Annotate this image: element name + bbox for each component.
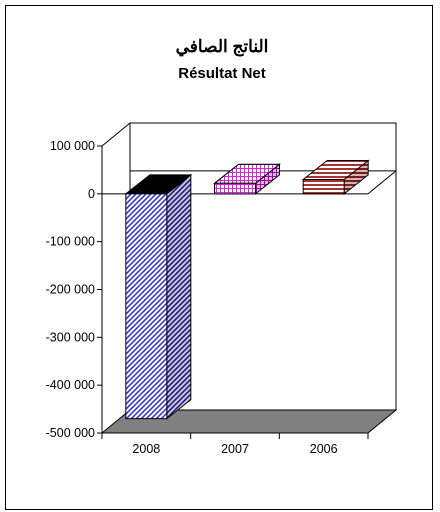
x-axis-depth <box>367 170 397 195</box>
chart-subtitle: Résultat Net <box>178 65 266 82</box>
x-tick-label: 2006 <box>310 442 338 456</box>
y-tick-label: 100 000 <box>50 139 95 153</box>
x-tick-label: 2008 <box>132 442 160 456</box>
plot-area: 100 000 0 -100 000 -200 000 -300 000 -400 000… <box>46 122 398 456</box>
chart-title: الناتج الصافي <box>176 37 269 57</box>
y-tick-label: -400 000 <box>46 378 95 392</box>
y-tick-label: -200 000 <box>46 283 95 297</box>
x-tick-label: 2007 <box>221 442 249 456</box>
y-tick-label: -100 000 <box>46 235 95 249</box>
y-tick-label: 0 <box>88 187 95 201</box>
bar-2006 <box>302 178 345 195</box>
y-tick-label: -300 000 <box>46 330 95 344</box>
bar-2008 <box>125 193 168 420</box>
bar-side-2008 <box>166 173 192 420</box>
bar-2007 <box>214 182 256 195</box>
y-tick-label: -500 000 <box>46 426 95 440</box>
